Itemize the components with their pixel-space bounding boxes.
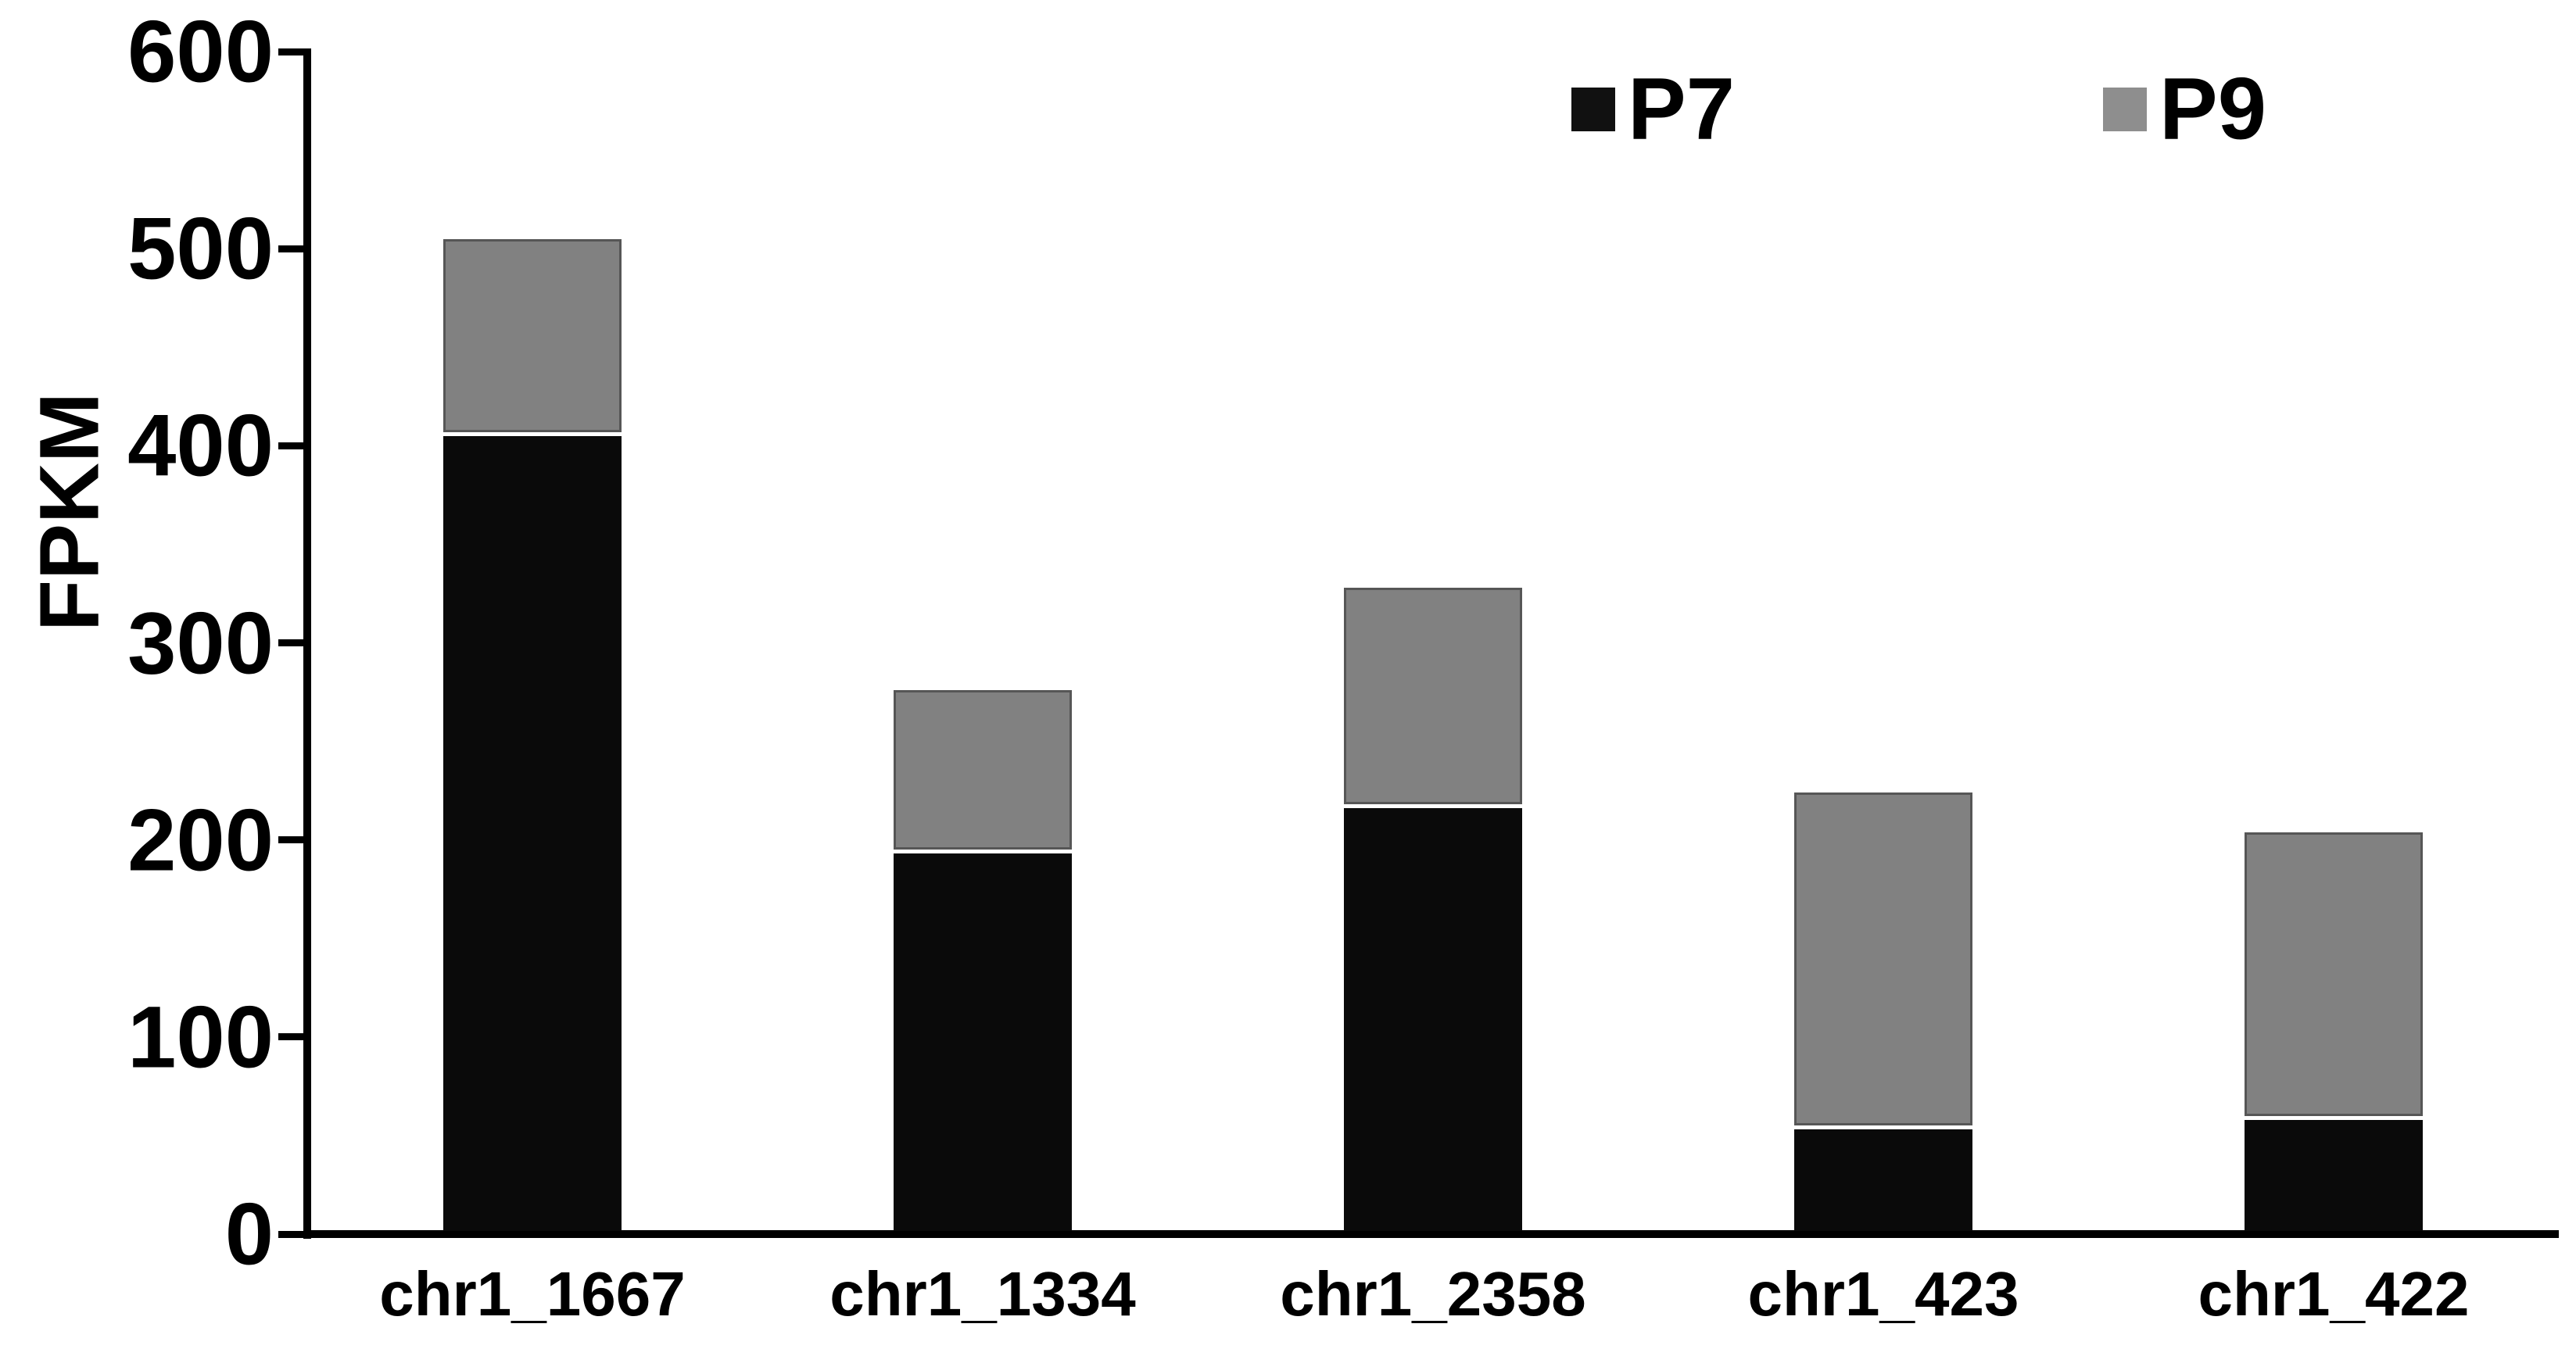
bar-chr1_1334-P9 bbox=[894, 690, 1072, 850]
x-axis-line bbox=[303, 1230, 2559, 1238]
x-label-chr1_1334: chr1_1334 bbox=[829, 1259, 1136, 1329]
y-tick-label-400: 400 bbox=[127, 396, 274, 495]
y-tick-200 bbox=[278, 836, 303, 844]
y-tick-500 bbox=[278, 245, 303, 252]
bar-chr1_1667-P9 bbox=[443, 238, 622, 432]
y-tick-label-500: 500 bbox=[127, 199, 274, 298]
y-tick-300 bbox=[278, 639, 303, 646]
y-tick-label-0: 0 bbox=[224, 1185, 274, 1283]
y-tick-400 bbox=[278, 442, 303, 449]
legend-label-P7: P7 bbox=[1628, 59, 1735, 158]
bar-chr1_423-P7 bbox=[1794, 1129, 1972, 1231]
legend-label-P9: P9 bbox=[2159, 59, 2266, 158]
legend-swatch-P9 bbox=[2103, 88, 2147, 131]
y-tick-label-300: 300 bbox=[127, 594, 274, 692]
bar-chr1_2358-P9 bbox=[1344, 587, 1522, 805]
bar-chr1_1667-P7 bbox=[443, 435, 622, 1231]
y-axis-line bbox=[303, 48, 311, 1239]
bar-chr1_423-P9 bbox=[1794, 792, 1972, 1126]
bar-chr1_1334-P7 bbox=[894, 853, 1072, 1231]
x-label-chr1_422: chr1_422 bbox=[2198, 1259, 2470, 1329]
x-label-chr1_1667: chr1_1667 bbox=[379, 1259, 686, 1329]
bar-chr1_2358-P7 bbox=[1344, 808, 1522, 1231]
x-label-chr1_423: chr1_423 bbox=[1747, 1259, 2019, 1329]
x-label-chr1_2358: chr1_2358 bbox=[1280, 1259, 1586, 1329]
y-tick-label-100: 100 bbox=[127, 988, 274, 1086]
y-tick-label-600: 600 bbox=[127, 2, 274, 101]
y-tick-600 bbox=[278, 48, 303, 55]
y-tick-label-200: 200 bbox=[127, 791, 274, 889]
y-tick-100 bbox=[278, 1033, 303, 1041]
legend-swatch-P7 bbox=[1571, 88, 1615, 131]
bar-chr1_422-P9 bbox=[2245, 832, 2423, 1116]
bar-chr1_422-P7 bbox=[2245, 1119, 2423, 1231]
y-tick-0 bbox=[278, 1230, 303, 1238]
